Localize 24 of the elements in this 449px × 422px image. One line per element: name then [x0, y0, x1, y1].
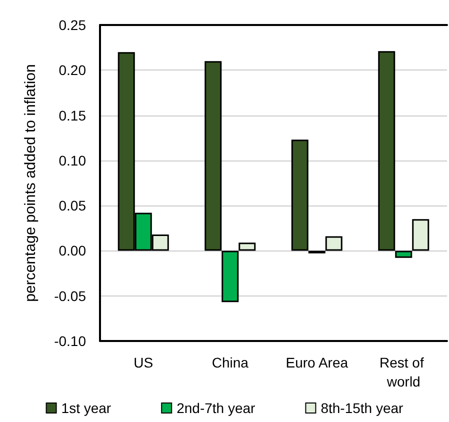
x-tick-label: US	[134, 354, 154, 370]
y-tick-label: -0.10	[54, 333, 86, 349]
bar	[378, 51, 396, 251]
bar	[238, 242, 256, 251]
bar	[291, 140, 308, 251]
y-tick-label: 0.20	[58, 62, 86, 78]
bar	[412, 219, 430, 251]
y-axis-title: percentage points added to inflation	[22, 64, 39, 302]
y-tick-label: 0.10	[58, 152, 86, 168]
bar	[204, 61, 222, 251]
bar	[222, 250, 239, 302]
x-tick-label: Rest of world	[380, 354, 428, 390]
bar	[395, 250, 412, 258]
y-tick-label: -0.05	[54, 288, 86, 304]
y-tick-label: 0.05	[58, 198, 86, 214]
legend-label: 2nd-7th year	[176, 400, 256, 416]
x-tick-label: China	[212, 354, 249, 370]
y-tick-label: 0.25	[58, 17, 86, 33]
y-tick-label: 0.15	[58, 107, 86, 124]
legend-label: 1st year	[61, 400, 112, 416]
bar	[325, 236, 342, 251]
y-tick-label: 0.00	[58, 242, 86, 259]
legend-label: 8th-15th year	[320, 400, 404, 416]
x-tick-label: Euro Area	[286, 354, 348, 370]
